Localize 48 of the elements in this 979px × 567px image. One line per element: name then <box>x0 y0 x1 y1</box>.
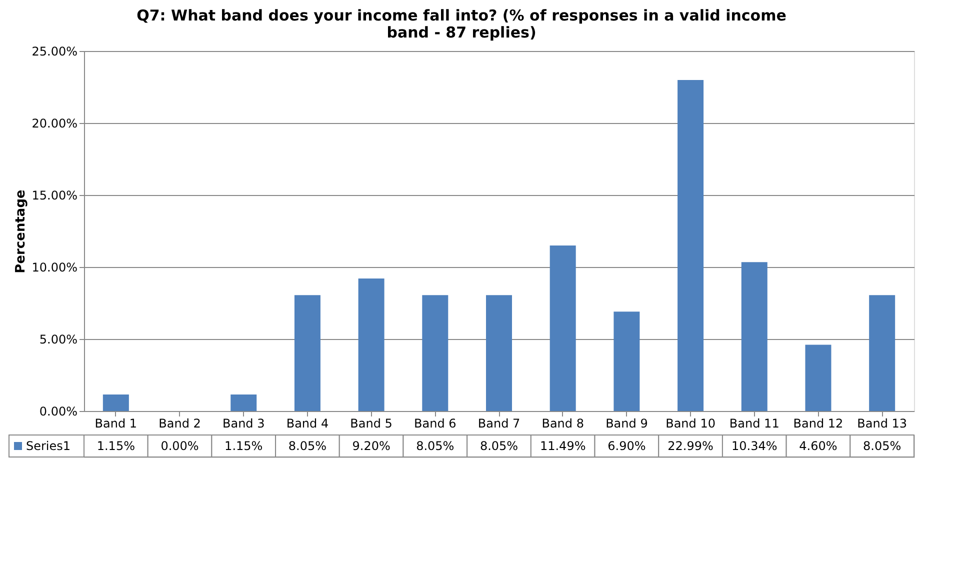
data-label: 8.05% <box>863 439 902 453</box>
data-label: 6.90% <box>608 439 646 453</box>
data-label: 4.60% <box>799 439 838 453</box>
bar <box>869 295 896 411</box>
y-tick-label: 25.00% <box>32 44 78 58</box>
data-label: 8.05% <box>416 439 454 453</box>
data-label: 22.99% <box>668 439 714 453</box>
y-tick-label: 15.00% <box>32 188 78 202</box>
data-label: 8.05% <box>480 439 518 453</box>
data-label: 1.15% <box>96 439 135 453</box>
data-label: 1.15% <box>224 439 263 453</box>
x-tick-label: Band 2 <box>158 416 201 430</box>
y-tick-label: 5.00% <box>39 332 78 346</box>
x-tick-label: Band 13 <box>857 416 908 430</box>
bar <box>486 295 512 411</box>
bar <box>230 394 257 411</box>
x-tick-label: Band 7 <box>478 416 520 430</box>
bar <box>614 312 640 411</box>
text: band - 87 replies) <box>386 24 536 42</box>
x-tick-label: Band 8 <box>542 416 584 430</box>
x-tick-label: Band 1 <box>94 416 138 430</box>
data-label: 8.05% <box>288 439 327 453</box>
x-tick-label: Band 9 <box>606 416 648 430</box>
data-label: 10.34% <box>732 439 778 453</box>
data-label: 9.20% <box>352 439 390 453</box>
bar <box>805 344 832 411</box>
x-tick-label: Band 10 <box>666 416 716 430</box>
bar <box>294 295 320 411</box>
y-tick-label: 10.00% <box>32 260 78 274</box>
y-axis-title: Percentage <box>14 190 29 274</box>
data-label: 11.49% <box>540 439 586 453</box>
x-tick-label: Band 11 <box>729 416 780 430</box>
legend-label: Series1 <box>26 439 71 453</box>
x-tick-label: Band 5 <box>350 416 392 430</box>
y-tick-label: 20.00% <box>32 116 78 130</box>
bar <box>741 262 768 411</box>
text: Q7: What band does your income fall into? (% of responses in a valid income <box>136 6 786 24</box>
bar <box>358 278 384 411</box>
bar <box>102 394 129 411</box>
x-tick-label: Band 4 <box>286 416 329 430</box>
y-tick-label: 0.00% <box>39 404 78 418</box>
data-label: 0.00% <box>160 439 199 453</box>
x-tick-label: Band 12 <box>793 416 844 430</box>
x-tick-label: Band 3 <box>222 416 265 430</box>
bar <box>422 295 448 411</box>
bar <box>678 80 704 411</box>
bar <box>550 246 576 411</box>
x-tick-label: Band 6 <box>414 416 456 430</box>
